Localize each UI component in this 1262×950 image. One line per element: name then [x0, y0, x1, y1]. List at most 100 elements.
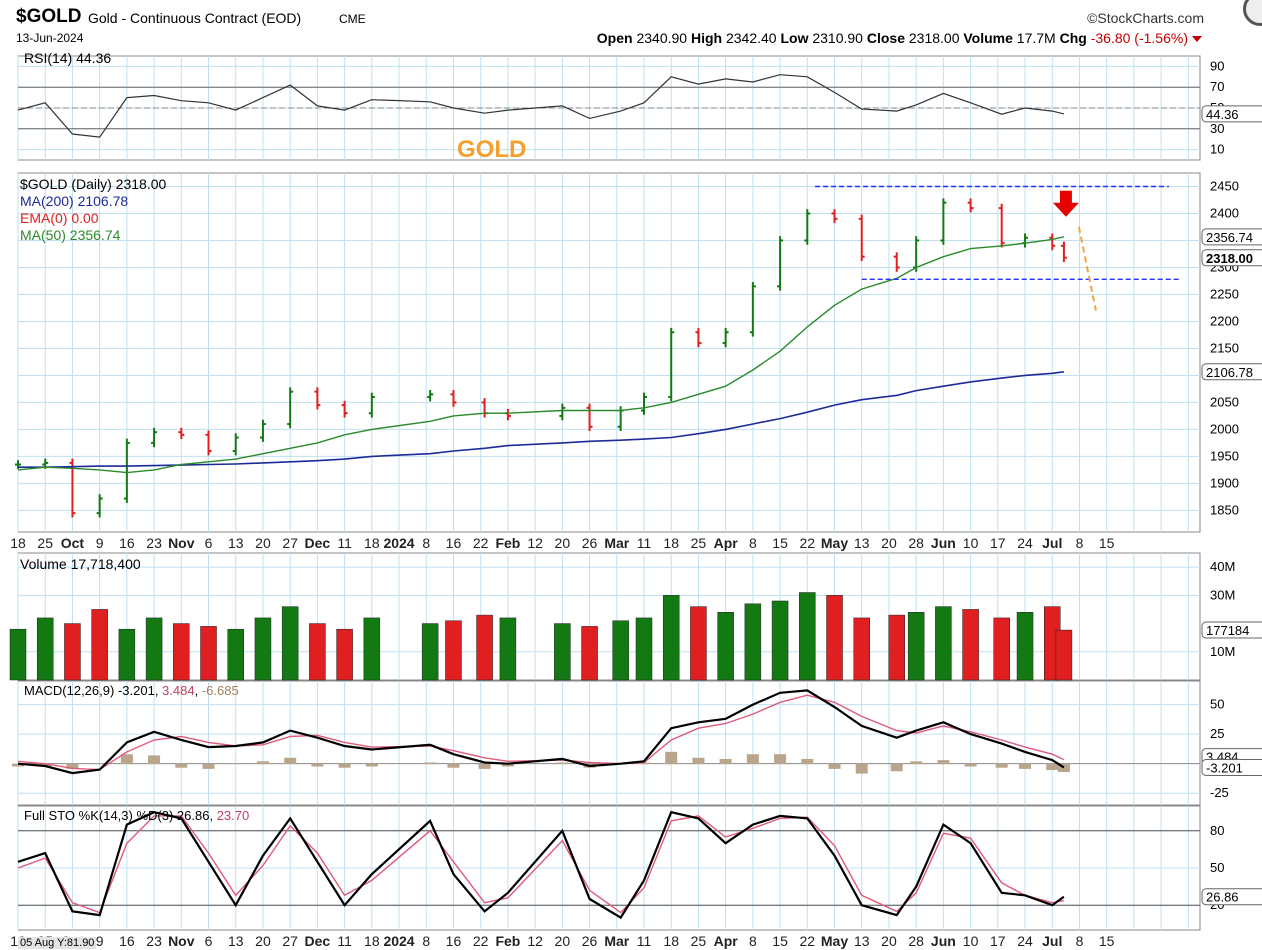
y-tick-label: 1950 [1210, 448, 1239, 463]
volume-bar [612, 620, 629, 681]
projection-line [1077, 226, 1097, 311]
gold-annotation: GOLD [457, 136, 527, 163]
volume-bar [771, 600, 789, 681]
volume-bar [363, 617, 381, 681]
volume-bar [690, 606, 707, 681]
macd-histogram-bar [937, 760, 950, 765]
macd-legend-value: -3.201 [117, 683, 155, 698]
down-caret-icon [1192, 36, 1202, 42]
volume-bar [64, 623, 81, 681]
x-tick-label: 20 [555, 933, 571, 949]
macd-histogram-bar [447, 763, 460, 768]
x-tick-label: 20 [881, 535, 897, 551]
x-tick-label: 23 [146, 535, 162, 551]
macd-histogram-bar [774, 754, 787, 765]
x-tick-label: 27 [282, 933, 298, 949]
y-tick-label: -25 [1210, 785, 1229, 800]
x-tick-label: 8 [422, 933, 430, 949]
macd-legend-prefix: MACD(12,26,9) [24, 683, 115, 698]
x-tick-label: 9 [96, 535, 104, 551]
macd-histogram-bar [746, 754, 759, 765]
rsi-last-label-box [1201, 105, 1262, 123]
macd-line [17, 689, 1065, 775]
x-tick-label: 20 [555, 535, 571, 551]
x-tick-label: 12 [527, 535, 543, 551]
volume-bar [581, 626, 598, 681]
x-tick-label: 25 [691, 535, 707, 551]
x-tick-label: Jul [1042, 933, 1062, 949]
macd-hist-legend-value: -6.685 [201, 683, 239, 698]
x-tick-label: 2024 [383, 535, 414, 551]
macd-histogram-bar [828, 763, 841, 769]
x-tick-label: 18 [663, 535, 679, 551]
rsi-line [17, 74, 1065, 138]
volume-bar [254, 617, 272, 681]
y-tick-label: 25 [1210, 726, 1224, 741]
x-tick-label: 8 [422, 535, 430, 551]
sto-last-label: 26.86 [1206, 890, 1239, 905]
ma200-last-label-box [1201, 363, 1262, 381]
macd-histogram-bar [148, 755, 161, 765]
macd-histogram-bar [229, 763, 242, 765]
volume-bar [499, 617, 517, 681]
x-tick-label: 24 [1017, 535, 1033, 551]
y-tick-label: 40M [1210, 559, 1235, 574]
y-tick-label: 10 [1210, 142, 1224, 157]
volume-bar [118, 628, 136, 681]
x-tick-label: Jun [931, 535, 956, 551]
sto-last-label-box [1201, 888, 1262, 906]
x-tick-label: 13 [854, 535, 870, 551]
y-tick-label: 30M [1210, 587, 1235, 602]
sto-legend: Full STO %K(14,3) %D(3) 26.86, 23.70 [24, 808, 250, 823]
macd-histogram-bar [66, 763, 79, 769]
chg-value: -36.80 (-1.56%) [1090, 30, 1188, 46]
macd-histogram-bar [175, 763, 188, 768]
volume-value: 17.7M [1016, 30, 1056, 46]
x-tick-label: 6 [205, 933, 213, 949]
macd-histogram-bar [964, 763, 977, 767]
y-tick-label: 2200 [1210, 313, 1239, 328]
x-tick-label: Nov [168, 933, 195, 949]
volume-bar [1055, 629, 1073, 681]
x-tick-label: May [821, 535, 848, 551]
macd-histogram-bar [1019, 763, 1032, 769]
y-tick-label: 50 [1210, 860, 1224, 875]
down-arrow-icon [1052, 190, 1079, 217]
x-tick-label: 25 [691, 933, 707, 949]
ma50-legend-item: MA(50) 2356.74 [20, 227, 121, 243]
macd-legend: MACD(12,26,9) -3.201, 3.484, -6.685 [24, 683, 239, 698]
brand-logo[interactable]: ©StockCharts.com [1087, 10, 1204, 26]
volume-bar [91, 609, 108, 681]
y-tick-label: 1900 [1210, 475, 1239, 490]
chart-canvas: 103050709044.361850190019502000205021002… [9, 55, 1262, 949]
volume-bar [635, 617, 653, 681]
volume-bar [421, 623, 439, 681]
y-tick-label: 2000 [1210, 421, 1239, 436]
x-tick-label: 11 [637, 535, 652, 551]
volume-bar [476, 614, 493, 681]
exchange: CME [339, 12, 366, 26]
x-tick-label: 13 [854, 933, 870, 949]
x-tick-label: 20 [881, 933, 897, 949]
description: Gold - Continuous Contract (EOD) [88, 10, 302, 26]
x-tick-label: 10 [963, 933, 979, 949]
ma50-last-label: 2356.74 [1206, 230, 1253, 245]
x-tick-label: Dec [305, 535, 331, 551]
volume-bar [888, 614, 905, 681]
x-tick-label: 23 [146, 933, 162, 949]
x-tick-label: 11 [637, 933, 652, 949]
volume-bar [799, 592, 816, 681]
ma200-last-label: 2106.78 [1206, 365, 1253, 380]
macd-histogram-bar [365, 763, 378, 767]
x-tick-label: 17 [990, 933, 1006, 949]
volume-last-label: 177184 [1206, 623, 1249, 638]
settings-knob-icon[interactable] [1243, 0, 1262, 26]
macd-histogram-bar [12, 763, 24, 767]
pane-frame-price [17, 172, 1201, 533]
x-tick-label: 28 [908, 933, 924, 949]
rsi-last-label: 44.36 [1206, 107, 1239, 122]
volume-bar [962, 609, 979, 681]
footer-readout: 05 Aug Y:81.90 [18, 937, 97, 949]
macd-histogram-bar [256, 761, 269, 765]
y-tick-label: 2250 [1210, 286, 1239, 301]
